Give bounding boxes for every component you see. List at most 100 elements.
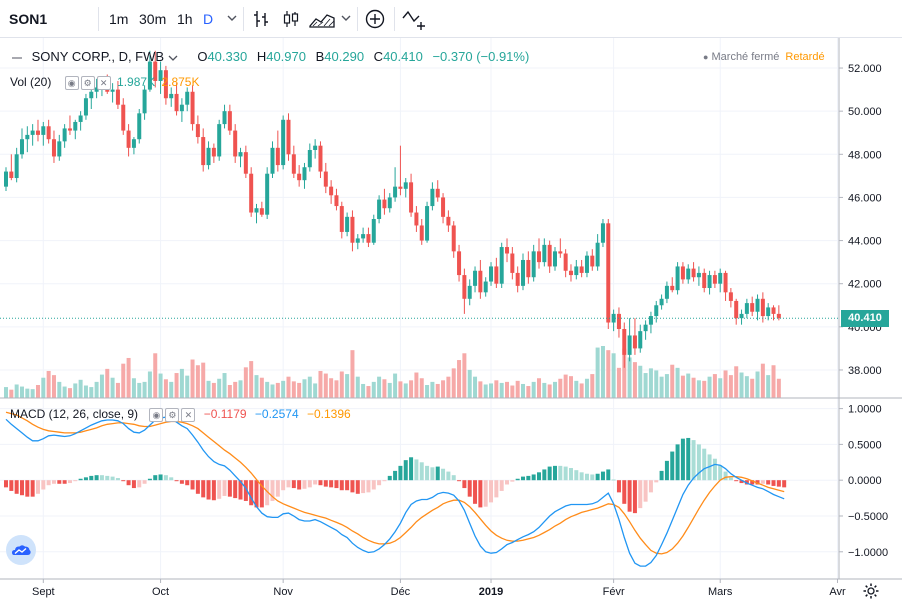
close-icon[interactable]: ✕ [181,407,196,422]
candle-body [131,139,136,148]
macd-hist-bar [632,480,637,514]
macd-hist-bar [643,480,648,502]
volume-bar [281,380,286,398]
interval-1h-button[interactable]: 1h [177,11,193,27]
volume-bar [478,381,483,398]
volume-bar [201,362,206,398]
macd-hist-bar [254,480,259,508]
macd-hist-bar [217,480,222,499]
macd-hist-bar [35,480,40,494]
macd-hist-bar [302,480,307,489]
volume-bar [131,378,136,398]
gear-icon[interactable]: ⚙ [80,75,95,90]
macd-hist-bar [568,468,573,481]
macd-indicator-label[interactable]: MACD (12, 26, close, 9) [10,407,139,421]
macd-hist-bar [211,480,216,501]
volume-bar [606,350,611,398]
volume-bar [51,375,56,398]
gear-icon[interactable]: ⚙ [165,407,180,422]
eye-icon[interactable]: ◉ [149,407,164,422]
candle-body [398,186,403,189]
volume-bar [718,378,723,398]
volume-bar [574,380,579,398]
settings-gear-icon[interactable] [862,582,880,605]
macd-hist-bar [281,480,286,491]
macd-hist-bar [313,480,318,485]
volume-bar [153,353,158,398]
area-chart-icon[interactable] [309,10,335,30]
compare-icon[interactable] [402,9,426,30]
volume-bar [382,379,387,398]
candle-body [702,272,707,289]
volume-bar [766,375,771,398]
volume-bar [505,381,510,398]
volume-bar [350,350,355,398]
close-icon[interactable]: ✕ [96,75,111,90]
volume-bar [206,380,211,398]
candle-body [600,223,605,243]
interval-30m-button[interactable]: 30m [139,11,167,27]
macd-hist-bar [62,480,67,484]
eye-icon[interactable]: ◉ [64,75,79,90]
macd-hist-bar [153,475,158,481]
volume-bar [345,374,350,398]
volume-bar [552,381,557,398]
volume-bar [622,348,627,398]
series-name[interactable]: SONY CORP., D, FWB [31,49,165,64]
candle-body [142,89,147,114]
candle-body [691,268,696,278]
toolbar-divider [243,7,244,31]
volume-bar [483,384,488,398]
candle-body [499,247,504,284]
candle-body [686,268,691,280]
macd-hist-bar [291,480,296,489]
candle-chart-icon[interactable] [282,9,300,29]
candle-body [67,128,72,131]
volume-bar [654,370,659,398]
macd-hist-bar [558,465,563,481]
symbol-label[interactable]: SON1 [9,11,48,27]
volume-bar [403,383,408,398]
bar-chart-icon[interactable] [252,9,270,29]
volume-bar [467,369,472,398]
macd-hist-bar [297,480,302,490]
volume-bar [9,389,14,398]
volume-bar [211,382,216,398]
interval-1m-button[interactable]: 1m [109,11,129,27]
volume-bar [227,385,232,398]
chevron-down-icon[interactable] [227,13,237,25]
interval-d-button[interactable]: D [203,11,214,27]
candle-body [446,216,451,226]
macd-hist-bar [734,480,739,482]
price-chart[interactable]: 52.00050.00048.00046.00044.00042.00040.0… [0,38,902,602]
candle-body [441,197,446,217]
chevron-down-icon[interactable] [168,53,178,63]
high-label: H [256,49,267,64]
time-tick-label: Mars [708,586,733,598]
macd-hist-bar [110,476,115,481]
candle-body [233,130,238,157]
candle-body [297,173,302,181]
macd-line [5,416,785,567]
chevron-down-icon[interactable] [341,13,351,25]
volume-bar [691,377,696,398]
tradingview-logo[interactable] [6,535,36,565]
delay-badge[interactable]: Retardé [785,51,825,63]
candle-body [254,208,259,213]
macd-hist-bar [238,480,243,500]
volume-bar [435,383,440,398]
volume-bar [329,378,334,398]
candle-body [515,272,520,286]
volume-bar [723,370,728,398]
macd-hist-bar [414,459,419,481]
add-indicator-icon[interactable] [365,9,385,29]
collapse-icon[interactable] [10,51,24,65]
candle-body [217,124,222,157]
macd-hist-bar [25,480,30,497]
macd-hist-bar [270,480,275,501]
candle-body [206,147,211,166]
macd-hist-bar [499,480,504,491]
volume-indicator-label[interactable]: Vol (20) [10,75,52,89]
macd-hist-bar [670,451,675,481]
volume-bar [62,386,67,398]
